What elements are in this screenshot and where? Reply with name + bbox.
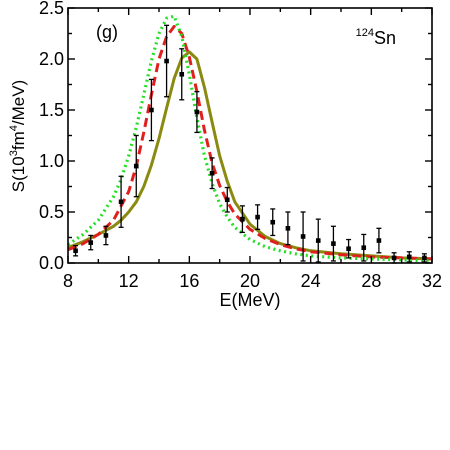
x-axis-label: E(MeV): [219, 290, 280, 310]
data-point: [239, 205, 245, 234]
data-marker: [149, 107, 154, 113]
model-curves: [67, 14, 433, 263]
data-marker: [422, 255, 427, 261]
series-line-dotted: [67, 14, 433, 263]
data-point: [224, 186, 230, 213]
data-point: [270, 208, 276, 237]
y-tick-label: 1.5: [39, 100, 64, 120]
data-point: [406, 251, 412, 263]
panel-label: (g): [96, 22, 118, 42]
data-marker: [331, 241, 336, 246]
data-marker: [73, 248, 78, 254]
data-marker: [361, 245, 367, 250]
data-point: [361, 233, 367, 262]
data-point: [209, 157, 215, 190]
data-point: [133, 134, 139, 198]
x-tick-label: 8: [63, 271, 73, 291]
x-tick-label: 16: [179, 271, 199, 291]
data-point: [194, 90, 200, 134]
data-point: [73, 245, 79, 257]
x-axis: 8 12 16 20 24 28 32: [63, 8, 442, 291]
data-marker: [224, 197, 230, 203]
data-marker: [406, 254, 412, 260]
data-point: [255, 204, 261, 230]
data-point: [376, 227, 382, 254]
data-marker: [194, 109, 200, 115]
data-marker: [164, 58, 169, 64]
data-point: [164, 24, 170, 98]
data-point: [148, 78, 154, 142]
data-marker: [209, 170, 215, 176]
data-point: [330, 225, 336, 262]
data-marker: [179, 72, 185, 77]
data-marker: [285, 226, 291, 231]
y-tick-label: 1.0: [39, 151, 64, 171]
data-marker: [103, 233, 109, 238]
x-tick-label: 28: [361, 271, 381, 291]
data-marker: [255, 214, 260, 220]
nucleus-label: 124Sn: [356, 27, 396, 48]
x-tick-label: 32: [422, 271, 442, 291]
x-tick-label: 12: [119, 271, 139, 291]
y-axis: 0.0 0.5 1.0 1.5 2.0 2.5: [39, 0, 432, 273]
data-marker: [300, 234, 306, 239]
data-marker: [270, 219, 276, 225]
data-marker: [391, 255, 397, 261]
data-marker: [133, 163, 139, 169]
y-tick-label: 0.5: [39, 202, 64, 222]
data-point: [421, 253, 427, 263]
data-point: [285, 211, 291, 246]
data-marker: [88, 240, 94, 245]
data-marker: [315, 238, 321, 243]
data-point: [103, 225, 109, 246]
y-tick-label: 2.5: [39, 0, 64, 18]
y-axis-label: S(103fm4/MeV): [8, 80, 28, 192]
data-point: [88, 234, 94, 251]
data-point: [315, 218, 321, 263]
x-tick-label: 20: [240, 271, 260, 291]
data-marker: [376, 238, 382, 243]
data-point: [179, 48, 185, 101]
data-marker: [240, 216, 245, 222]
data-marker: [346, 246, 351, 252]
data-point: [118, 175, 124, 228]
data-point: [346, 238, 352, 259]
x-tick-label: 24: [301, 271, 321, 291]
data-point: [391, 252, 397, 264]
data-marker: [118, 199, 124, 205]
y-tick-label: 2.0: [39, 49, 64, 69]
data-point: [300, 211, 306, 262]
y-tick-label: 0.0: [39, 253, 64, 273]
